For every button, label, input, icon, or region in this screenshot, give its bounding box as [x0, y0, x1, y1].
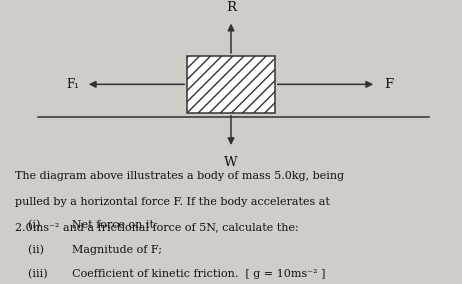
Text: (i)         Net force on it: (i) Net force on it [28, 220, 154, 230]
Text: R: R [226, 1, 236, 14]
Text: W: W [224, 156, 238, 168]
Text: (ii)        Magnitude of F;: (ii) Magnitude of F; [28, 244, 162, 255]
Bar [187, 56, 275, 113]
Text: F₁: F₁ [66, 78, 79, 91]
Text: 2.0ms⁻² and a frictional force of 5N, calculate the:: 2.0ms⁻² and a frictional force of 5N, ca… [14, 222, 298, 232]
Text: (iii)       Coefficient of kinetic friction.  [ g = 10ms⁻² ]: (iii) Coefficient of kinetic friction. [… [28, 268, 326, 279]
Text: F: F [384, 78, 394, 91]
Text: The diagram above illustrates a body of mass 5.0kg, being: The diagram above illustrates a body of … [14, 171, 344, 181]
Text: pulled by a horizontal force F. If the body accelerates at: pulled by a horizontal force F. If the b… [14, 197, 329, 207]
